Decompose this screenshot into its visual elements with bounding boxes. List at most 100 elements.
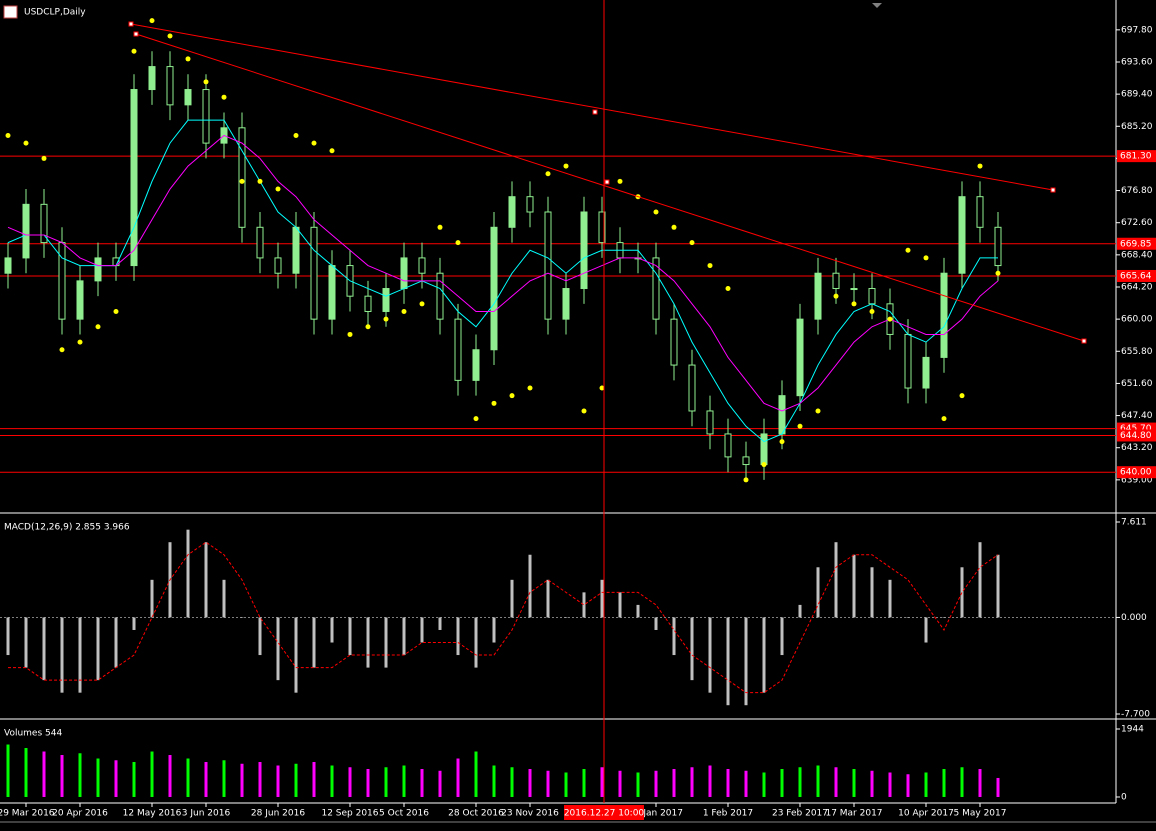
sar-dot: [581, 408, 587, 414]
level-label-box: [1117, 269, 1156, 282]
sar-dot: [41, 155, 47, 161]
sar-dot: [185, 56, 191, 62]
candle-body: [364, 295, 372, 312]
y-tick-label: 647.40: [1121, 411, 1153, 421]
x-tick-label: 3 Jun 2016: [182, 809, 231, 819]
candle-body: [778, 395, 786, 435]
macd-bar: [384, 617, 388, 668]
trend-line: [130, 23, 1054, 191]
volume-bar: [942, 769, 946, 797]
x-tick-label: 23 Feb 2017: [772, 809, 828, 819]
volume-bar: [492, 765, 496, 797]
sar-dot: [905, 247, 911, 253]
y-tick-label: 1944: [1121, 724, 1144, 734]
candle-body: [148, 66, 156, 91]
sar-dot: [761, 462, 767, 468]
level-label-box: [1117, 429, 1156, 442]
y-tick-label: 672.60: [1121, 218, 1153, 228]
sar-dot: [293, 132, 299, 138]
x-tick-label: 1 Feb 2017: [703, 809, 753, 819]
candle-body: [796, 318, 804, 397]
level-label-box: [1117, 466, 1156, 479]
macd-bar: [618, 592, 622, 618]
macd-bar: [582, 592, 586, 618]
volume-bar: [168, 755, 172, 797]
macd-bar: [312, 617, 316, 668]
macd-bar: [816, 567, 820, 618]
sar-dot: [563, 163, 569, 169]
volume-bar: [672, 769, 676, 797]
macd-bar: [240, 617, 244, 618]
macd-bar: [132, 617, 136, 630]
volume-title: Volumes 544: [4, 729, 62, 739]
volume-bar: [870, 770, 874, 797]
macd-bar: [924, 617, 928, 643]
candle-body: [940, 272, 948, 358]
candle-body: [562, 288, 570, 320]
candle-body: [868, 288, 876, 305]
volume-bar: [816, 765, 820, 797]
macd-bar: [744, 617, 748, 706]
candle-body: [994, 226, 1002, 267]
level-label: 644.80: [1120, 431, 1152, 441]
sar-dot: [5, 132, 11, 138]
sar-dot: [959, 393, 965, 399]
sar-dot: [455, 240, 461, 246]
sar-dot: [707, 263, 713, 269]
volume-bar: [798, 767, 802, 797]
anchor: [133, 31, 139, 37]
sar-dot: [743, 477, 749, 483]
sar-dot: [671, 224, 677, 230]
macd-bar: [186, 529, 190, 618]
sar-dot: [851, 301, 857, 307]
level-label: 681.30: [1120, 152, 1152, 162]
macd-bar: [708, 617, 712, 693]
candle-body: [400, 257, 408, 290]
volume-bar: [132, 762, 136, 797]
candle-body: [256, 226, 264, 259]
sar-dot: [653, 209, 659, 215]
candle-body: [760, 433, 768, 466]
y-tick-label: -7.700: [1121, 709, 1150, 719]
sar-dot: [131, 48, 137, 54]
volume-bar: [906, 774, 910, 797]
sar-dot: [437, 224, 443, 230]
sar-dot: [401, 308, 407, 314]
candle-body: [292, 226, 300, 274]
sar-dot: [527, 385, 533, 391]
volume-bar: [456, 758, 460, 797]
candle-body: [436, 272, 444, 320]
x-tick-label: 5 Oct 2016: [379, 809, 429, 819]
sar-dot: [311, 140, 317, 146]
volume-bar: [438, 770, 442, 797]
sar-dot: [545, 171, 551, 177]
macd-bar: [78, 617, 82, 693]
macd-bar: [906, 617, 910, 618]
volume-bar: [204, 762, 208, 797]
level-label: 669.85: [1120, 239, 1152, 249]
volume-bar: [636, 772, 640, 797]
candle-body: [40, 203, 48, 244]
macd-bar: [258, 617, 262, 656]
x-tick-label: 23 Nov 2016: [501, 809, 559, 819]
moving-average: [7, 134, 999, 412]
macd-bar: [96, 617, 100, 681]
macd-bar: [204, 542, 208, 618]
volume-bar: [96, 758, 100, 797]
sar-dot: [239, 178, 245, 184]
macd-bar: [114, 617, 118, 668]
macd-bar: [366, 617, 370, 668]
candle-body: [382, 288, 390, 312]
macd-bar: [564, 617, 568, 618]
macd-bar: [24, 617, 28, 668]
volume-bar: [690, 767, 694, 797]
candle-body: [598, 211, 606, 244]
sar-dot: [473, 416, 479, 422]
trend-lines: [128, 21, 1087, 344]
macd-bar: [978, 542, 982, 618]
sar-dot: [941, 416, 947, 422]
sar-dot: [257, 178, 263, 184]
